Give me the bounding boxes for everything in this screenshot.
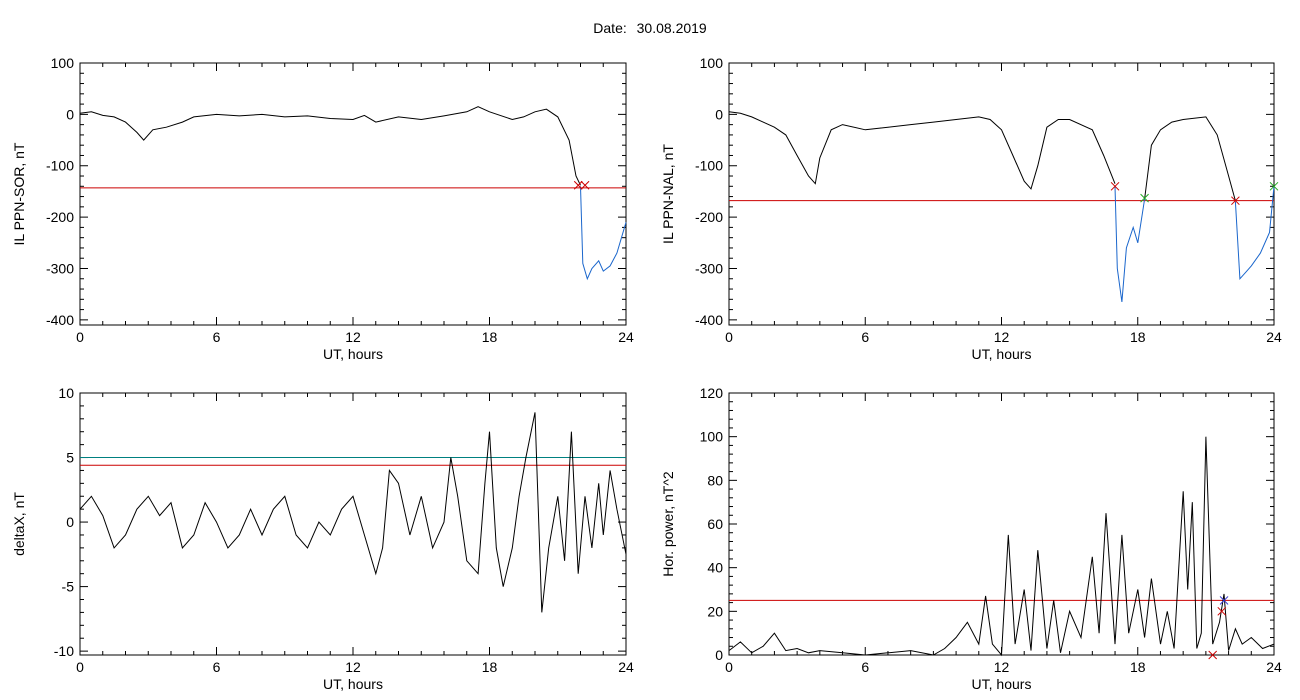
page-title: Date: 30.08.2019 bbox=[0, 20, 1300, 36]
date-label: Date: bbox=[593, 20, 627, 36]
x-tick-label: 12 bbox=[345, 659, 361, 675]
y-tick-label: -10 bbox=[54, 643, 74, 659]
series-line bbox=[580, 186, 627, 281]
y-axis-label: Hor. power, nT^2 bbox=[660, 471, 676, 577]
plot-frame bbox=[79, 392, 627, 656]
x-tick-label: 18 bbox=[1130, 329, 1146, 345]
x-tick-label: 24 bbox=[618, 329, 634, 345]
x-axis-label: UT, hours bbox=[323, 676, 383, 692]
y-tick-label: -100 bbox=[46, 158, 74, 174]
chart-p3: 0 6 12 18 24 -10 -5 0 5 10 UT, hours deltaX, nT bbox=[11, 385, 634, 692]
x-tick-label: 24 bbox=[1266, 659, 1282, 675]
y-tick-label: 100 bbox=[700, 55, 724, 71]
series-line bbox=[728, 111, 1116, 190]
chart-p2: 0 6 12 18 24 -400 -300 -200 -100 0 100 UT, hours IL … bbox=[660, 55, 1282, 362]
y-axis-label: IL PPN-SOR, nT bbox=[11, 142, 27, 245]
y-tick-label: 10 bbox=[58, 385, 74, 401]
x-tick-label: 6 bbox=[861, 329, 869, 345]
data-marker bbox=[580, 180, 590, 190]
series-line bbox=[1144, 116, 1236, 201]
x-tick-label: 0 bbox=[76, 329, 84, 345]
series-line bbox=[1114, 186, 1146, 302]
y-tick-label: 120 bbox=[700, 385, 724, 401]
x-tick-label: 18 bbox=[482, 659, 498, 675]
y-tick-label: 20 bbox=[707, 603, 723, 619]
data-marker bbox=[1110, 181, 1120, 191]
x-tick-label: 18 bbox=[1130, 659, 1146, 675]
x-tick-label: 0 bbox=[725, 329, 733, 345]
data-marker bbox=[1269, 181, 1279, 191]
y-axis-label: deltaX, nT bbox=[11, 492, 27, 556]
data-marker bbox=[1217, 606, 1227, 616]
y-axis-label: IL PPN-NAL, nT bbox=[660, 144, 676, 244]
chart-p1: 0 6 12 18 24 -400 -300 -200 -100 0 100 UT, hours IL … bbox=[11, 55, 634, 362]
y-tick-label: 100 bbox=[700, 429, 724, 445]
x-tick-label: 6 bbox=[213, 329, 221, 345]
y-tick-label: -100 bbox=[695, 158, 723, 174]
y-tick-label: 5 bbox=[66, 450, 74, 466]
y-tick-label: -300 bbox=[695, 260, 723, 276]
x-axis-label: UT, hours bbox=[972, 676, 1032, 692]
x-tick-label: 0 bbox=[76, 659, 84, 675]
y-tick-label: 80 bbox=[707, 472, 723, 488]
x-tick-label: 12 bbox=[994, 329, 1010, 345]
data-marker bbox=[573, 180, 583, 190]
date-value: 30.08.2019 bbox=[636, 20, 707, 36]
y-tick-label: 60 bbox=[707, 516, 723, 532]
x-tick-label: 6 bbox=[213, 659, 221, 675]
x-axis-label: UT, hours bbox=[323, 346, 383, 362]
x-tick-label: 6 bbox=[861, 659, 869, 675]
data-marker bbox=[1231, 196, 1240, 206]
plot-frame bbox=[728, 62, 1275, 326]
x-tick-label: 0 bbox=[725, 659, 733, 675]
y-tick-label: -400 bbox=[695, 312, 723, 328]
y-tick-label: -200 bbox=[46, 209, 74, 225]
y-tick-label: 0 bbox=[66, 514, 74, 530]
x-tick-label: 12 bbox=[994, 659, 1010, 675]
plot-frame bbox=[728, 392, 1275, 656]
series-line bbox=[79, 412, 627, 613]
x-axis-label: UT, hours bbox=[972, 346, 1032, 362]
data-marker bbox=[1208, 650, 1218, 660]
y-tick-label: -300 bbox=[46, 260, 74, 276]
y-tick-label: 0 bbox=[715, 106, 723, 122]
x-tick-label: 24 bbox=[618, 659, 634, 675]
data-marker bbox=[1219, 596, 1229, 605]
x-tick-label: 24 bbox=[1266, 329, 1282, 345]
y-tick-label: 100 bbox=[51, 55, 75, 71]
series-line bbox=[1234, 186, 1275, 281]
series-line bbox=[79, 106, 581, 186]
x-tick-label: 12 bbox=[345, 329, 361, 345]
y-tick-label: -200 bbox=[695, 209, 723, 225]
chart-p4: 0 6 12 18 24 0 20 40 60 80 100 120 UT, hours Hor. pow… bbox=[660, 385, 1282, 692]
y-tick-label: 0 bbox=[66, 106, 74, 122]
y-tick-label: 40 bbox=[707, 560, 723, 576]
series-line bbox=[728, 436, 1275, 657]
x-tick-label: 18 bbox=[482, 329, 498, 345]
plot-frame bbox=[79, 62, 627, 326]
data-marker bbox=[1140, 193, 1149, 203]
y-tick-label: -400 bbox=[46, 312, 74, 328]
y-tick-label: -5 bbox=[62, 579, 75, 595]
y-tick-label: 0 bbox=[715, 647, 723, 663]
